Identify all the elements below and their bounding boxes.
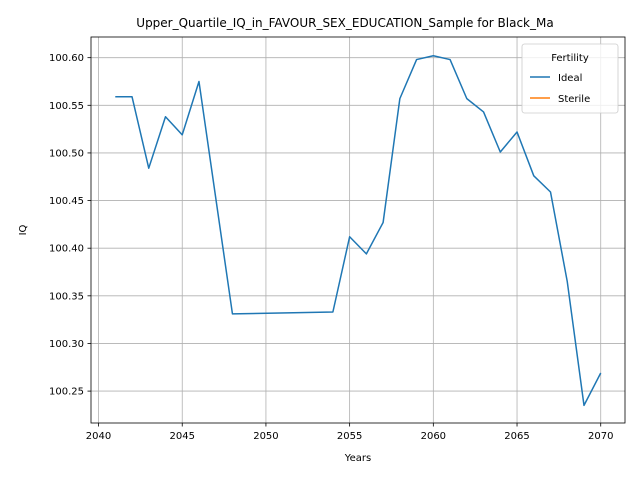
grid-lines (91, 37, 625, 423)
x-axis-label: Years (344, 453, 371, 464)
legend-box (521, 43, 619, 114)
legend: Fertility Ideal Sterile (521, 43, 619, 114)
x-tick-label: 2070 (588, 431, 613, 442)
y-axis-ticks: 100.25 100.30 100.35 100.40 100.45 100.50 100.… (49, 53, 91, 398)
y-tick-label: 100.50 (49, 148, 84, 159)
plot-frame (90, 36, 626, 424)
series-line-ideal (115, 55, 602, 407)
y-axis-label: IQ (18, 224, 29, 235)
x-tick-label: 2040 (86, 431, 111, 442)
x-tick-label: 2050 (253, 431, 278, 442)
y-tick-label: 100.45 (49, 196, 84, 207)
legend-label-sterile: Sterile (558, 94, 590, 105)
x-tick-label: 2055 (337, 431, 362, 442)
x-tick-label: 2065 (504, 431, 529, 442)
y-tick-label: 100.35 (49, 291, 84, 302)
y-tick-label: 100.40 (49, 244, 84, 255)
chart-title: Upper_Quartile_IQ_in_FAVOUR_SEX_EDUCATIO… (136, 16, 553, 30)
y-tick-label: 100.30 (49, 339, 84, 350)
x-axis-ticks: 2040 2045 2050 2055 2060 2065 2070 (86, 423, 613, 442)
x-tick-label: 2045 (170, 431, 195, 442)
legend-label-ideal: Ideal (558, 73, 582, 84)
y-tick-label: 100.55 (49, 101, 84, 112)
y-tick-label: 100.25 (49, 387, 84, 398)
y-tick-label: 100.60 (49, 53, 84, 64)
x-tick-label: 2060 (421, 431, 446, 442)
series-lines (115, 55, 602, 407)
legend-title: Fertility (551, 53, 589, 64)
